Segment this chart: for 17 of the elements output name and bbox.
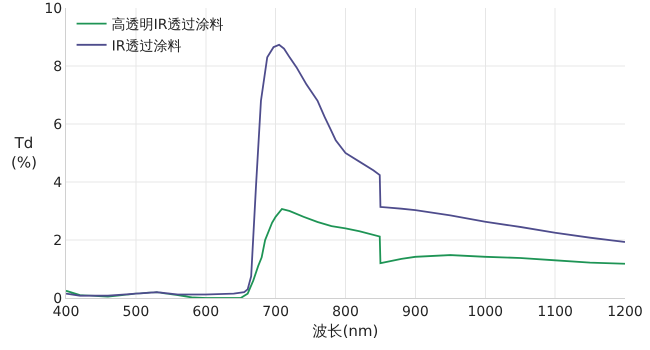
legend-label: 高透明IR透过涂料 — [112, 17, 224, 34]
x-tick-label: 600 — [192, 304, 220, 320]
y-tick-label: 4 — [53, 174, 62, 191]
x-tick-label: 1000 — [467, 304, 504, 320]
legend-label: IR透过涂料 — [112, 38, 182, 54]
x-tick-label: 700 — [262, 304, 289, 320]
x-tick-label: 1200 — [607, 304, 643, 320]
x-axis-title: 波长(nm) — [312, 322, 378, 340]
x-tick-label: 500 — [122, 304, 150, 320]
x-tick-label: 900 — [402, 304, 429, 320]
x-tick-label: 800 — [332, 304, 359, 320]
y-axis-title: Td (%) — [11, 134, 37, 172]
y-tick-label: 6 — [53, 116, 62, 133]
y-tick-label: 2 — [53, 232, 62, 249]
y-tick-label: 10 — [44, 0, 62, 17]
x-tick-label: 1100 — [537, 304, 573, 320]
y-tick-label: 8 — [53, 58, 62, 75]
